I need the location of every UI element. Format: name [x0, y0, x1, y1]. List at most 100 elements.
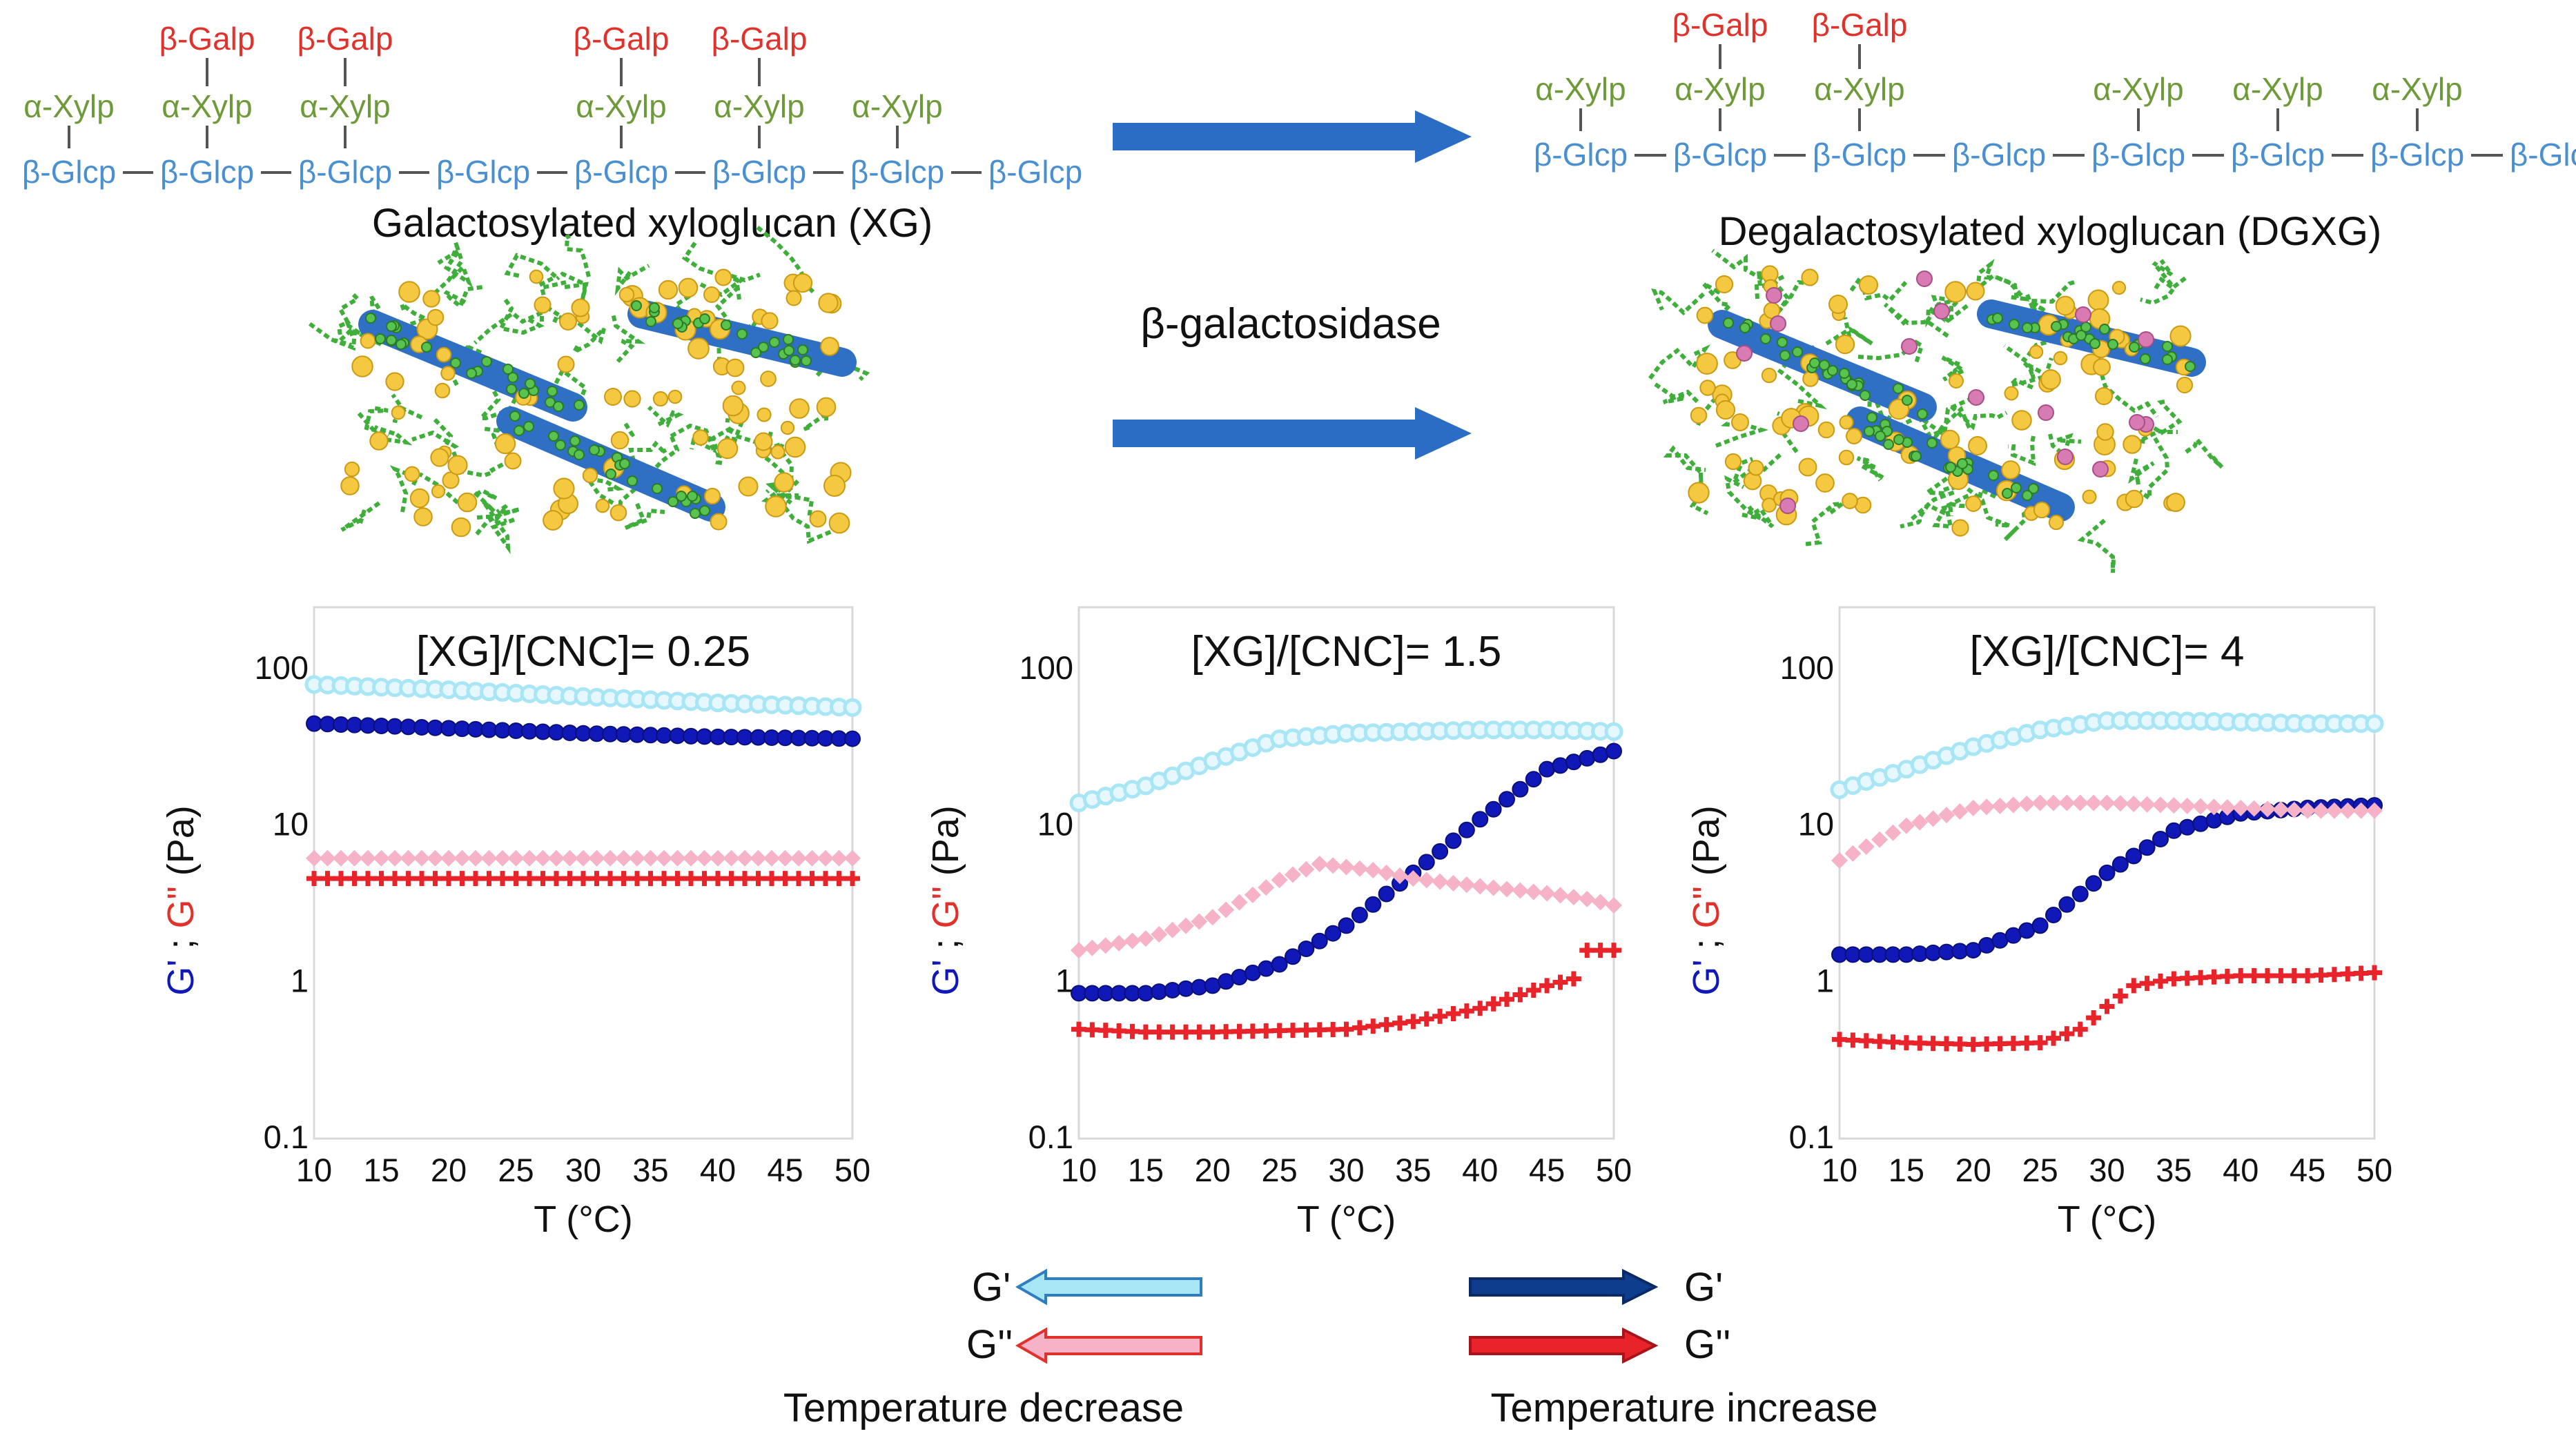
data-point-gpp_dec — [1525, 883, 1542, 901]
glucan-bead — [386, 321, 397, 332]
data-point-gpp_dec — [2205, 798, 2223, 816]
legend-arrow-left-cyan — [1015, 1268, 1202, 1306]
data-point-gpp_inc — [1925, 1036, 1941, 1052]
xyloglucan-chain — [1651, 380, 1699, 404]
xylose-bead — [1817, 421, 1835, 439]
data-point-gpp_inc — [1552, 974, 1568, 990]
legend: G' G'' Temperature decrease G' G'' Tempe… — [783, 1265, 1878, 1430]
dgxg-glc-residue: β-Glcp — [2231, 137, 2325, 173]
cellulose-nanocrystal-rod — [358, 310, 587, 422]
data-point-gpp_inc — [750, 871, 766, 887]
data-point-gpp_dec — [817, 849, 834, 867]
glucan-bead — [2076, 330, 2087, 341]
data-point-gpp_dec — [1606, 896, 1622, 914]
xylose-bead — [360, 333, 376, 349]
data-point-gpp_dec — [387, 849, 403, 867]
data-point-gpp_inc — [522, 871, 537, 887]
data-point-gp_inc — [1271, 956, 1288, 973]
x-tick-label: 25 — [2022, 1152, 2058, 1188]
data-point-gpp_inc — [2286, 967, 2302, 983]
xg-glc-residue: β-Glcp — [988, 154, 1082, 190]
xyloglucan-chain — [344, 295, 381, 340]
xg-gal-residue: β-Galp — [712, 21, 808, 57]
xylose-bead — [422, 290, 440, 308]
data-point-gpp_dec — [1111, 934, 1128, 952]
xylose-bead — [623, 390, 641, 408]
x-tick-label: 10 — [1822, 1152, 1857, 1188]
xylose-bead — [1846, 428, 1862, 444]
data-point-gpp_inc — [1539, 978, 1555, 994]
xylose-bead — [559, 313, 577, 331]
y-axis-label-part: (Pa) — [1686, 805, 1727, 886]
glucan-bead — [2051, 321, 2062, 332]
xg-glc-residue: β-Glcp — [22, 154, 116, 190]
data-point-gpp_dec — [1271, 872, 1288, 889]
data-point-gpp_dec — [2312, 802, 2330, 819]
xyloglucan-chain — [2022, 357, 2053, 380]
series-gpp_dec — [306, 849, 861, 867]
glucan-bead — [1917, 409, 1928, 420]
released-galactose-bead — [2138, 331, 2154, 348]
y-tick-label: 0.1 — [1789, 1119, 1834, 1155]
series-gpp_inc — [306, 871, 860, 887]
data-point-gpp_inc — [468, 871, 483, 887]
reaction-arrow-bottom — [1113, 407, 1472, 460]
xylose-bead — [1835, 334, 1855, 355]
data-point-gpp_inc — [1445, 1005, 1461, 1021]
data-point-gpp_dec — [1445, 874, 1462, 892]
y-tick-label: 1 — [1816, 962, 1834, 998]
dgxg-cnc-illustration — [1648, 248, 2224, 573]
data-point-gpp_dec — [1325, 857, 1342, 874]
xyloglucan-chain — [1911, 473, 1958, 521]
xylose-bead — [2166, 493, 2185, 512]
data-point-gpp_inc — [2233, 967, 2249, 983]
data-point-gp_inc — [1499, 791, 1515, 808]
dgxg-structure-formula: β-Glcp β-Glcp β-Glcp β-Glcp β-Glcp β-Glcp β-Gl… — [1534, 7, 2576, 173]
xg-glc-residue: β-Glcp — [850, 154, 944, 190]
data-point-gpp_inc — [1606, 943, 1621, 958]
xylose-bead — [703, 286, 721, 304]
xylose-bead — [722, 395, 744, 417]
glucan-bead — [619, 458, 630, 469]
data-point-gpp_inc — [562, 871, 578, 887]
data-point-gp_inc — [2045, 907, 2062, 924]
glucan-bead — [525, 378, 536, 389]
data-point-gp_inc — [1606, 742, 1622, 760]
xylose-bead — [529, 269, 544, 284]
y-axis-label-part: ; — [1686, 928, 1727, 959]
chart-title: [XG]/[CNC]= 4 — [1970, 628, 2245, 676]
data-point-gpp_inc — [1832, 1032, 1847, 1047]
xylose-bead — [761, 312, 779, 330]
data-point-gpp_dec — [2299, 802, 2316, 819]
x-tick-label: 20 — [1195, 1152, 1231, 1188]
data-point-gpp_inc — [1885, 1034, 1901, 1050]
glucan-bead — [523, 421, 534, 432]
data-point-gpp_dec — [1844, 845, 1862, 862]
x-tick-label: 15 — [1128, 1152, 1164, 1188]
xylose-bead — [667, 389, 683, 404]
data-point-gpp_dec — [561, 849, 578, 867]
data-point-gpp_inc — [670, 871, 685, 887]
dgxg-title: Degalactosylated xyloglucan (DGXG) — [1719, 209, 2382, 254]
xylose-bead — [543, 510, 563, 531]
released-galactose-bead — [1916, 270, 1933, 287]
legend-gdouble-decrease: G'' — [966, 1322, 1202, 1367]
glucan-bead — [1860, 390, 1871, 401]
series-gpp_inc — [1832, 965, 2382, 1052]
xyloglucan-chain — [473, 491, 509, 524]
data-point-gpp_dec — [1418, 872, 1435, 889]
data-point-gpp_dec — [1592, 894, 1609, 911]
data-point-gpp_dec — [1499, 881, 1515, 898]
data-point-gpp_inc — [1164, 1024, 1180, 1040]
xylose-bead — [1966, 282, 1985, 301]
glucan-bead — [769, 337, 780, 348]
xylose-bead — [780, 420, 795, 435]
x-axis-label: T (°C) — [1297, 1199, 1396, 1240]
xyloglucan-chain — [2185, 435, 2224, 469]
xylose-bead — [1839, 415, 1854, 430]
xylose-bead — [757, 407, 772, 422]
data-point-gpp_dec — [373, 849, 390, 867]
xylose-bead — [1715, 275, 1734, 294]
xyloglucan-chain — [1802, 501, 1849, 547]
glucan-bead — [1988, 470, 1999, 481]
